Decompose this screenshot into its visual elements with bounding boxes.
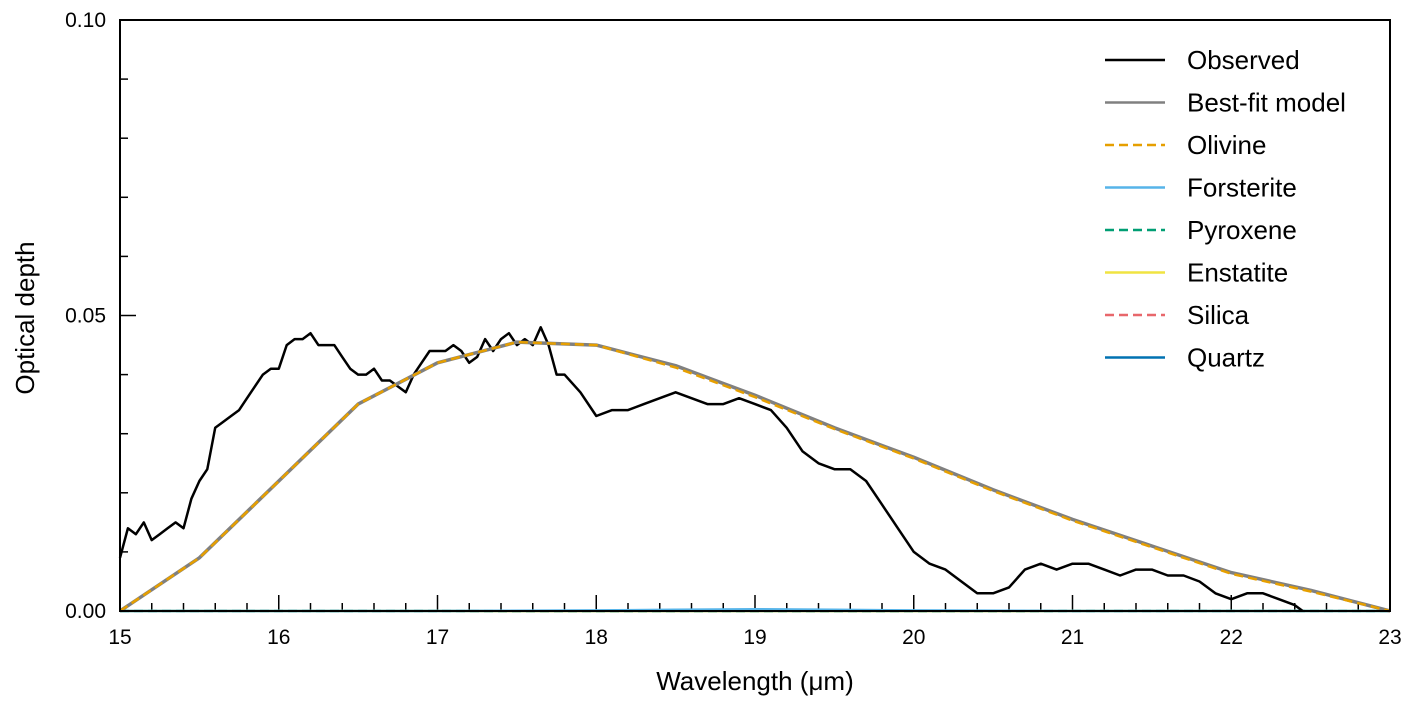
legend-label: Silica bbox=[1187, 300, 1250, 330]
series-line-observed bbox=[118, 326, 1304, 613]
series-line-best-fit-model bbox=[119, 340, 1391, 613]
y-tick-label: 0.10 bbox=[65, 9, 106, 32]
x-axis-label: Wavelength (μm) bbox=[656, 666, 854, 696]
x-tick-label: 20 bbox=[902, 626, 925, 649]
legend-label: Quartz bbox=[1187, 343, 1265, 373]
x-tick-label: 15 bbox=[108, 626, 131, 649]
x-tick-label: 19 bbox=[743, 626, 766, 649]
y-tick-label: 0.05 bbox=[65, 305, 106, 328]
x-tick-label: 21 bbox=[1061, 626, 1084, 649]
x-tick-label: 22 bbox=[1220, 626, 1243, 649]
plot-frame bbox=[119, 19, 1391, 612]
legend-label: Olivine bbox=[1187, 130, 1266, 160]
x-tick-label: 16 bbox=[267, 626, 290, 649]
series-line-olivine bbox=[119, 340, 1391, 613]
x-tick-label: 23 bbox=[1378, 626, 1401, 649]
legend-label: Observed bbox=[1187, 45, 1300, 75]
legend-label: Forsterite bbox=[1187, 173, 1297, 203]
y-tick-label: 0.00 bbox=[65, 600, 106, 623]
legend-label: Enstatite bbox=[1187, 258, 1288, 288]
tick-labels-layer: 15 16 17 18 19 20 21 22 23 0.00 0.05 0.10 bbox=[65, 9, 1402, 649]
x-tick-label: 18 bbox=[585, 626, 608, 649]
legend: Observed Best-fit model Olivine Forsterite P… bbox=[1105, 45, 1346, 373]
x-tick-label: 17 bbox=[426, 626, 449, 649]
legend-label: Pyroxene bbox=[1187, 215, 1297, 245]
y-axis-label: Optical depth bbox=[10, 241, 40, 394]
legend-label: Best-fit model bbox=[1187, 88, 1346, 118]
